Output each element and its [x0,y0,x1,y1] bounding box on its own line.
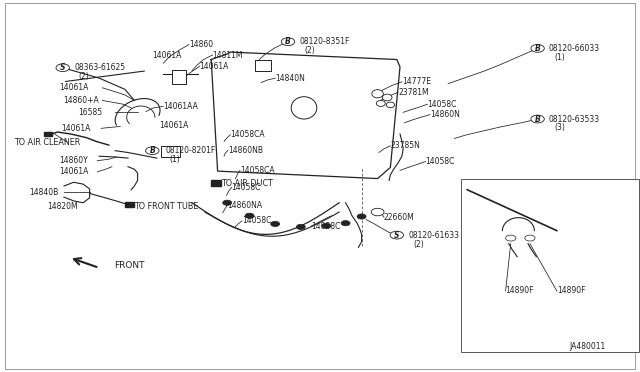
Circle shape [531,45,544,52]
Text: 14061A: 14061A [60,83,89,92]
Polygon shape [211,52,400,179]
Text: (2): (2) [305,46,316,55]
Text: 14890F: 14890F [506,286,534,295]
Text: 14061AA: 14061AA [163,102,198,111]
Text: 14860NB: 14860NB [228,146,263,155]
Text: (1): (1) [170,155,180,164]
Circle shape [371,208,384,216]
Text: 14860NA: 14860NA [227,201,262,210]
Circle shape [322,223,331,228]
Text: 14058C: 14058C [232,183,261,192]
Text: 08363-61625: 08363-61625 [75,63,126,72]
Text: TO AIR DUCT: TO AIR DUCT [221,179,273,187]
Circle shape [525,235,535,241]
Ellipse shape [383,94,392,101]
Text: 14058C: 14058C [311,222,340,231]
Circle shape [146,147,159,154]
Text: S: S [394,231,399,240]
Bar [211,180,221,186]
Ellipse shape [376,100,385,106]
Circle shape [296,224,305,230]
Circle shape [390,231,403,239]
Text: (1): (1) [554,53,565,62]
Text: (2): (2) [413,240,424,248]
Text: 14860Y: 14860Y [60,156,88,165]
Text: FRONT: FRONT [114,262,145,270]
Circle shape [531,115,544,123]
Text: 14058CA: 14058CA [240,166,275,175]
Text: 14777E: 14777E [402,77,431,86]
Text: S: S [60,63,65,72]
Ellipse shape [291,97,317,119]
Text: 14058C: 14058C [426,157,455,166]
Text: 14061A: 14061A [159,121,188,130]
Ellipse shape [372,90,383,98]
Text: 14811M: 14811M [212,51,243,60]
Text: 23785N: 23785N [390,141,420,150]
Circle shape [271,221,280,227]
Circle shape [245,213,254,218]
Text: 08120-63533: 08120-63533 [548,115,600,124]
Circle shape [341,221,350,226]
Text: 14860+A: 14860+A [63,96,99,105]
Text: TO AIR CLEANER: TO AIR CLEANER [14,138,81,147]
Text: B: B [534,115,541,124]
Text: 14860: 14860 [189,40,213,49]
Text: TO FRONT TUBE: TO FRONT TUBE [134,202,199,211]
Text: 08120-61633: 08120-61633 [408,231,460,240]
Text: 14840B: 14840B [29,188,58,197]
Text: 08120-8351F: 08120-8351F [300,37,350,46]
Circle shape [282,38,294,45]
Text: B: B [285,37,291,46]
Bar [44,131,52,136]
Text: 14840N: 14840N [275,74,305,83]
Text: 14860N: 14860N [430,110,460,119]
Circle shape [56,64,69,71]
Text: 14890F: 14890F [557,286,586,295]
Text: B: B [534,44,541,53]
Text: 22660M: 22660M [384,213,415,222]
Text: 23781M: 23781M [398,88,429,97]
Bar [461,179,639,352]
Text: 14058C: 14058C [428,100,457,109]
Circle shape [357,214,366,219]
Text: 08120-8201F: 08120-8201F [165,146,216,155]
Text: 14058C: 14058C [242,217,271,225]
Text: 16585: 16585 [78,108,102,117]
Text: B: B [149,146,156,155]
Bar [161,146,180,157]
Text: (2): (2) [78,72,89,81]
Bar [255,60,271,71]
Text: 14061A: 14061A [61,124,90,133]
Circle shape [223,200,232,205]
Text: 08120-66033: 08120-66033 [548,44,600,53]
Text: 14061A: 14061A [152,51,182,60]
Text: 14058CA: 14058CA [230,130,265,139]
Text: 14820M: 14820M [47,202,77,211]
Text: 14061A: 14061A [60,167,89,176]
Bar [172,70,186,84]
Text: (3): (3) [554,124,565,132]
Text: JA480011: JA480011 [570,342,606,351]
Circle shape [506,235,516,241]
Text: 14061A: 14061A [200,62,229,71]
Ellipse shape [386,102,394,108]
Bar [125,202,134,207]
